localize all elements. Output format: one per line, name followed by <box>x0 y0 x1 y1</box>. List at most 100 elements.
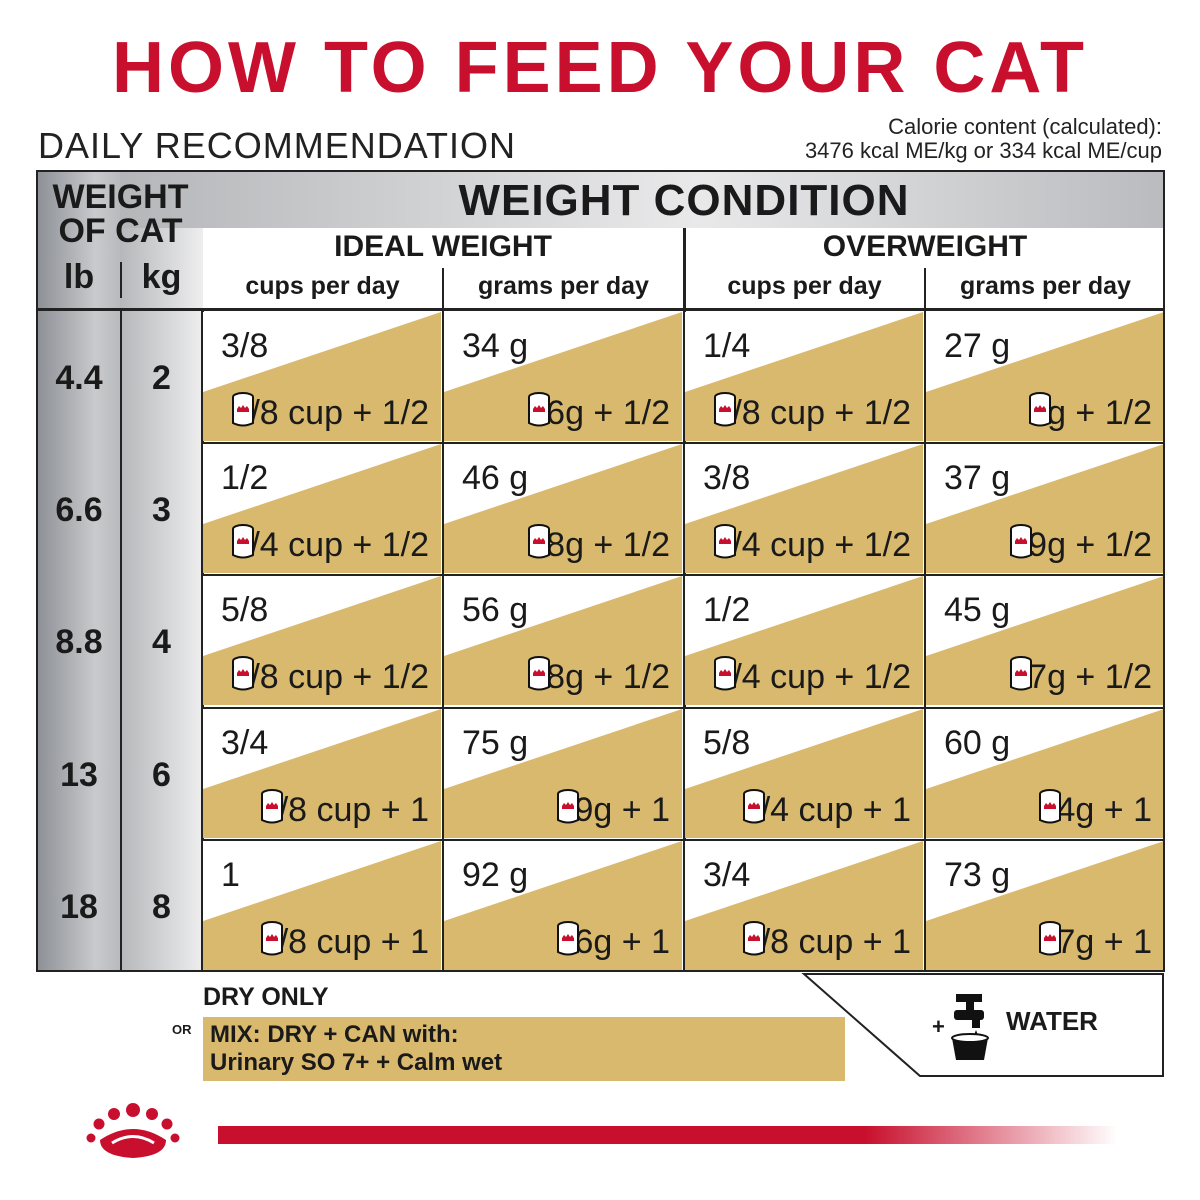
kg-column-bg <box>120 308 203 970</box>
weight-of-cat-header: WEIGHT OF CAT <box>52 178 189 250</box>
mix-amount: 24g + 1 <box>1038 788 1152 832</box>
mix-amount: 38g + 1/2 <box>527 655 670 699</box>
feeding-cell: 5/8 3/8 cup + 1/2 <box>203 576 441 705</box>
cell-diagonal-fill <box>685 576 923 705</box>
mix-amount-text: 1/4 cup + 1/2 <box>231 526 429 564</box>
group-divider <box>683 228 686 970</box>
dry-only-amount: 1 <box>221 856 240 894</box>
feeding-cell: 56 g 38g + 1/2 <box>444 576 682 705</box>
mix-amount: 16g + 1/2 <box>527 391 670 435</box>
cell-diagonal-fill <box>444 312 682 441</box>
feeding-cell: 1 5/8 cup + 1 <box>203 841 441 970</box>
daily-recommendation-label: DAILY RECOMMENDATION <box>38 125 517 166</box>
dry-only-amount: 5/8 <box>703 724 751 762</box>
ideal-weight-header: IDEAL WEIGHT <box>334 230 552 263</box>
mix-amount-text: 27g + 1/2 <box>1009 658 1152 696</box>
column-divider <box>442 308 444 970</box>
wet-food-can-icon <box>528 392 551 427</box>
mix-amount: 39g + 1 <box>556 788 670 832</box>
mix-amount: 1/4 cup + 1/2 <box>231 523 429 567</box>
cell-diagonal-fill <box>926 841 1163 970</box>
mix-amount-text: 3/8 cup + 1/2 <box>231 658 429 696</box>
dry-only-amount: 60 g <box>944 724 1011 762</box>
feeding-cell: 1/2 1/4 cup + 1/2 <box>203 444 441 573</box>
mix-amount: 1/8 cup + 1/2 <box>231 391 429 435</box>
feeding-cell: 73 g 37g + 1 <box>926 841 1163 970</box>
water-label: WATER <box>1006 1006 1098 1036</box>
mix-amount-text: 1/4 cup + 1/2 <box>713 526 911 564</box>
feeding-cell: 3/8 1/8 cup + 1/2 <box>203 312 441 441</box>
wet-food-can-icon <box>556 789 579 824</box>
dry-only-amount: 45 g <box>944 591 1011 629</box>
mix-amount: 28g + 1/2 <box>527 523 670 567</box>
feeding-cell: 3/4 3/8 cup + 1 <box>685 841 923 970</box>
cell-diagonal-fill <box>444 841 682 970</box>
feeding-cell: 3/4 3/8 cup + 1 <box>203 709 441 838</box>
cell-diagonal-fill <box>444 444 682 573</box>
row-weight-lb: 6.6 <box>55 491 103 530</box>
dry-only-amount: 27 g <box>944 327 1011 365</box>
feeding-table: WEIGHT OF CAT lb kg WEIGHT CONDITION IDE… <box>36 170 1165 972</box>
header-bottom-rule <box>38 308 1163 311</box>
row-weight-lb: 4.4 <box>55 359 103 397</box>
wet-food-can-icon <box>232 656 255 691</box>
subheader-cups-ideal: cups per day <box>245 272 400 300</box>
mix-amount: 3/8 cup + 1 <box>260 788 429 832</box>
water-bowl-tap-icon <box>951 994 989 1060</box>
royal-crown-logo <box>86 1103 180 1158</box>
cell-diagonal-fill <box>926 576 1163 705</box>
subheader-cups-over: cups per day <box>727 272 882 300</box>
dry-only-amount: 3/8 <box>703 459 751 497</box>
cell-diagonal-fill <box>444 709 682 838</box>
mix-amount: 5/8 cup + 1 <box>260 920 429 964</box>
subheader-grams-over: grams per day <box>960 272 1131 300</box>
mix-amount-text: 3/8 cup + 1 <box>741 923 911 961</box>
row-divider <box>203 442 1163 444</box>
kg-data-divider <box>201 308 204 970</box>
feeding-cell: 45 g 27g + 1/2 <box>926 576 1163 705</box>
feeding-cell: 5/8 1/4 cup + 1 <box>685 709 923 838</box>
mix-amount-text: 1/8 cup + 1/2 <box>713 394 911 432</box>
mix-amount-text: 16g + 1/2 <box>527 394 670 432</box>
row-weight-kg: 3 <box>152 491 171 530</box>
mix-amount: 3/8 cup + 1 <box>742 920 911 964</box>
overweight-header: OVERWEIGHT <box>822 230 1028 263</box>
dry-only-amount: 3/4 <box>221 724 269 762</box>
wet-food-can-icon <box>1010 524 1033 559</box>
feeding-cell: 34 g 16g + 1/2 <box>444 312 682 441</box>
mix-amount-text: 1/4 cup + 1/2 <box>713 658 911 696</box>
or-label: OR <box>172 1022 192 1037</box>
dry-only-amount: 5/8 <box>221 591 269 629</box>
feeding-cell: 92 g 56g + 1 <box>444 841 682 970</box>
feeding-cell: 37 g 19g + 1/2 <box>926 444 1163 573</box>
row-weight-kg: 6 <box>152 755 171 794</box>
header-band <box>120 172 1163 228</box>
dry-only-amount: 56 g <box>462 591 529 629</box>
wet-food-can-icon <box>232 524 255 559</box>
unit-kg-header: kg <box>141 258 182 296</box>
calorie-content-value: 3476 kcal ME/kg or 334 kcal ME/cup <box>804 138 1162 163</box>
cell-diagonal-fill <box>926 312 1163 441</box>
subheader-grams-ideal: grams per day <box>478 272 649 300</box>
cell-diagonal-fill <box>926 709 1163 838</box>
dry-only-amount: 73 g <box>944 856 1011 894</box>
wet-food-can-icon <box>714 392 737 427</box>
row-weight-lb: 18 <box>60 887 98 926</box>
feeding-cell: 46 g 28g + 1/2 <box>444 444 682 573</box>
wet-food-can-icon <box>714 656 737 691</box>
cell-diagonal-fill <box>685 444 923 573</box>
wet-food-can-icon <box>232 392 255 427</box>
wet-food-can-icon <box>742 921 765 956</box>
wet-food-can-icon <box>260 921 283 956</box>
wet-food-can-icon <box>528 524 551 559</box>
subheader-divider-1 <box>442 268 444 308</box>
water-plus: + <box>932 1014 945 1039</box>
wet-food-can-icon <box>556 921 579 956</box>
wet-food-can-icon <box>714 524 737 559</box>
wet-food-can-icon <box>1038 921 1061 956</box>
dry-only-amount: 1/2 <box>221 459 269 497</box>
cell-diagonal-fill <box>444 576 682 705</box>
mix-amount: 1/4 cup + 1 <box>742 788 911 832</box>
page-title: HOW TO FEED YOUR CAT <box>111 28 1089 108</box>
dry-only-amount: 3/4 <box>703 856 751 894</box>
